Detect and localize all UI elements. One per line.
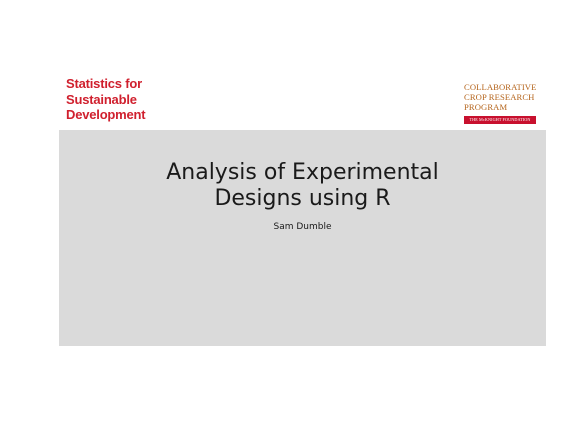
slide-author: Sam Dumble	[59, 222, 546, 233]
statistics-for-sustainable-development-logo: Statistics for Sustainable Development	[66, 76, 145, 123]
partner-logo-line-3: PROGRAM	[464, 102, 536, 112]
slide-title: Analysis of Experimental Designs using R	[59, 160, 546, 212]
slide-title-line-2: Designs using R	[59, 186, 546, 212]
mcknight-foundation-banner: THE McKNIGHT FOUNDATION	[464, 116, 536, 124]
partner-logo-line-1: COLLABORATIVE	[464, 82, 536, 92]
org-logo-line-2: Sustainable	[66, 92, 145, 108]
slide-title-line-1: Analysis of Experimental	[59, 160, 546, 186]
org-logo-line-3: Development	[66, 107, 145, 123]
partner-logo-line-2: CROP RESEARCH	[464, 92, 536, 102]
collaborative-crop-research-program-logo: COLLABORATIVE CROP RESEARCH PROGRAM THE …	[464, 82, 536, 124]
org-logo-line-1: Statistics for	[66, 76, 145, 92]
title-panel: Analysis of Experimental Designs using R…	[59, 130, 546, 346]
